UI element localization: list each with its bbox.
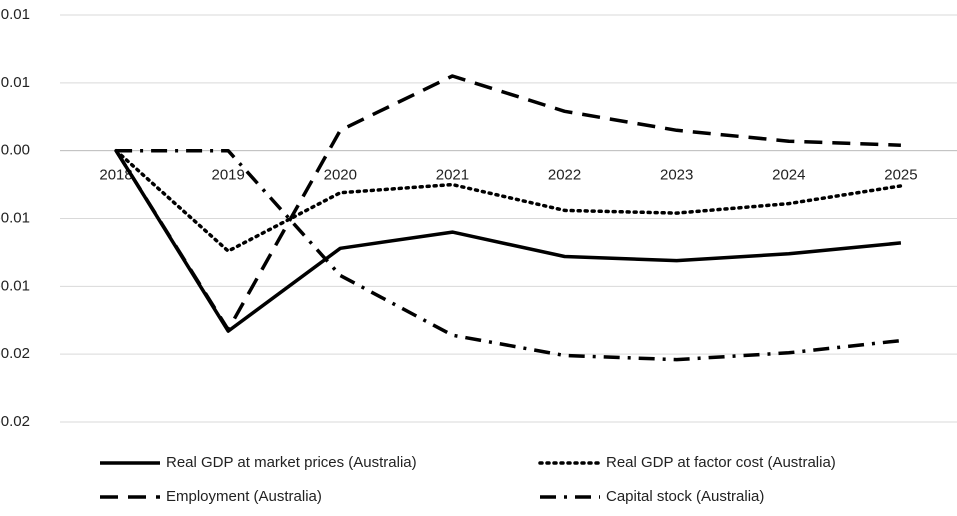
- line-series: [114, 149, 902, 333]
- y-tick-label: -0.01: [0, 277, 30, 294]
- x-tick-label: 2023: [660, 167, 693, 184]
- y-tick-label: 0.01: [1, 6, 30, 23]
- y-tick-label: 0.00: [1, 142, 30, 159]
- y-tick-label: -0.02: [0, 345, 30, 362]
- y-tick-label: -0.01: [0, 209, 30, 226]
- line-series: [114, 148, 903, 253]
- x-tick-label: 2020: [324, 167, 357, 184]
- y-tick-label: -0.02: [0, 413, 30, 430]
- x-tick-label: 2022: [548, 167, 581, 184]
- x-tick-label: 2024: [772, 167, 805, 184]
- legend-label: Employment (Australia): [166, 488, 322, 505]
- x-tick-label: 2019: [212, 167, 245, 184]
- legend-label: Real GDP at factor cost (Australia): [606, 454, 836, 471]
- y-tick-label: 0.01: [1, 74, 30, 91]
- legend-label: Real GDP at market prices (Australia): [166, 454, 417, 471]
- x-tick-label: 2018: [99, 167, 132, 184]
- x-tick-label: 2025: [884, 167, 917, 184]
- x-tick-label: 2021: [436, 167, 469, 184]
- line-series: [116, 148, 902, 362]
- line-series: [114, 74, 901, 332]
- legend-label: Capital stock (Australia): [606, 488, 764, 505]
